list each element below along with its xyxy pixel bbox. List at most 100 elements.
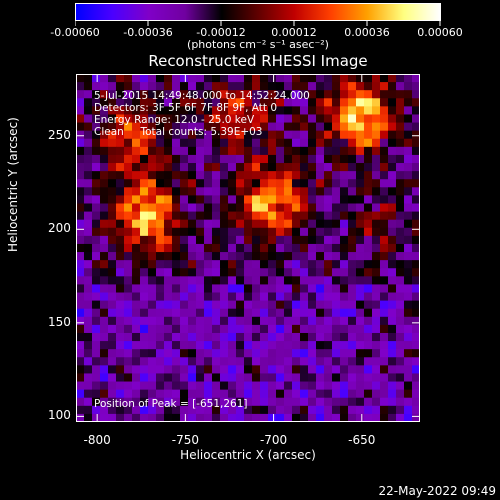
heatmap-cell [332, 268, 341, 277]
heatmap-cell [204, 316, 213, 326]
heatmap-cell [348, 276, 357, 285]
heatmap-cell [308, 373, 317, 382]
heatmap-cell [188, 324, 197, 334]
heatmap-cell [244, 235, 253, 245]
heatmap-cell [300, 187, 309, 196]
heatmap-cell [236, 114, 245, 123]
heatmap-cell [244, 397, 253, 407]
heatmap-cell [268, 284, 277, 293]
heatmap-cell [196, 114, 205, 123]
heatmap-cell [132, 332, 141, 342]
heatmap-cell [348, 203, 357, 212]
heatmap-cell [292, 90, 301, 99]
heatmap-cell [140, 413, 149, 422]
heatmap-cell [196, 389, 205, 399]
heatmap-cell [148, 260, 157, 269]
heatmap-cell [156, 146, 165, 156]
heatmap-cell [332, 227, 341, 237]
heatmap-cell [196, 243, 205, 253]
heatmap-cell [276, 227, 285, 237]
heatmap-cell [380, 389, 389, 399]
heatmap-cell [380, 300, 389, 310]
heatmap-cell [372, 163, 381, 172]
heatmap-cell [284, 114, 293, 123]
heatmap-cell [316, 284, 325, 293]
heatmap-cell [108, 292, 117, 301]
heatmap-cell [276, 203, 285, 212]
heatmap-cell [228, 292, 237, 301]
heatmap-cell [332, 349, 341, 358]
heatmap-cell [396, 316, 405, 326]
heatmap-cell [292, 397, 301, 407]
heatmap-cell [300, 252, 309, 261]
heatmap-cell [220, 252, 229, 261]
heatmap-cell [236, 300, 245, 310]
heatmap-cell [76, 219, 85, 229]
heatmap-cell [204, 219, 213, 229]
heatmap-cell [100, 130, 109, 140]
heatmap-cell [396, 292, 405, 301]
heatmap-cell [372, 90, 381, 99]
heatmap-cell [148, 154, 157, 164]
heatmap-cell [196, 324, 205, 334]
heatmap-cell [284, 138, 293, 148]
heatmap-cell [356, 349, 365, 358]
heatmap-cell [92, 179, 101, 188]
heatmap-cell [204, 211, 213, 221]
heatmap-cell [124, 211, 133, 221]
heatmap-cell [284, 122, 293, 132]
heatmap-cell [396, 308, 405, 318]
heatmap-cell [364, 138, 373, 148]
heatmap-cell [116, 243, 125, 253]
heatmap-cell [268, 146, 277, 156]
heatmap-cell [364, 300, 373, 310]
heatmap-cell [308, 276, 317, 285]
heatmap-cell [124, 341, 133, 350]
heatmap-cell [236, 389, 245, 399]
heatmap-cell [228, 235, 237, 245]
heatmap-cell [404, 341, 413, 350]
heatmap-cell [380, 179, 389, 188]
heatmap-cell [380, 154, 389, 164]
heatmap-cell [388, 227, 397, 237]
heatmap-cell [92, 122, 101, 132]
heatmap-cell [300, 195, 309, 204]
heatmap-cell [356, 90, 365, 99]
heatmap-cell [372, 357, 381, 366]
heatmap-cell [404, 405, 413, 415]
heatmap-cell [204, 397, 213, 407]
heatmap-cell [84, 122, 93, 132]
heatmap-cell [284, 349, 293, 358]
heatmap-cell [132, 82, 141, 91]
heatmap-cell [316, 187, 325, 196]
heatmap-cell [308, 203, 317, 212]
heatmap-cell [204, 106, 213, 115]
heatmap-cell [364, 284, 373, 293]
heatmap-cell [188, 203, 197, 212]
heatmap-cell [300, 90, 309, 99]
heatmap-cell [356, 171, 365, 180]
heatmap-cell [300, 276, 309, 285]
heatmap-cell [156, 130, 165, 140]
heatmap-cell [244, 357, 253, 366]
heatmap-cell [396, 171, 405, 180]
heatmap-cell [284, 82, 293, 91]
colorbar-tick-label: -0.00012 [196, 26, 246, 39]
heatmap-cell [220, 357, 229, 366]
heatmap-cell [164, 163, 173, 172]
heatmap-cell [388, 98, 397, 107]
heatmap-cell [244, 373, 253, 382]
heatmap-cell [172, 341, 181, 350]
heatmap-cell [380, 373, 389, 382]
heatmap-cell [228, 219, 237, 229]
heatmap-cell [84, 252, 93, 261]
heatmap-cell [348, 308, 357, 318]
heatmap-cell [292, 341, 301, 350]
heatmap-cell [364, 219, 373, 229]
heatmap-cell [84, 357, 93, 366]
heatmap-cell [396, 114, 405, 123]
heatmap-cell [268, 389, 277, 399]
heatmap-cell [196, 227, 205, 237]
heatmap-cell [300, 405, 309, 415]
heatmap-cell [268, 397, 277, 407]
